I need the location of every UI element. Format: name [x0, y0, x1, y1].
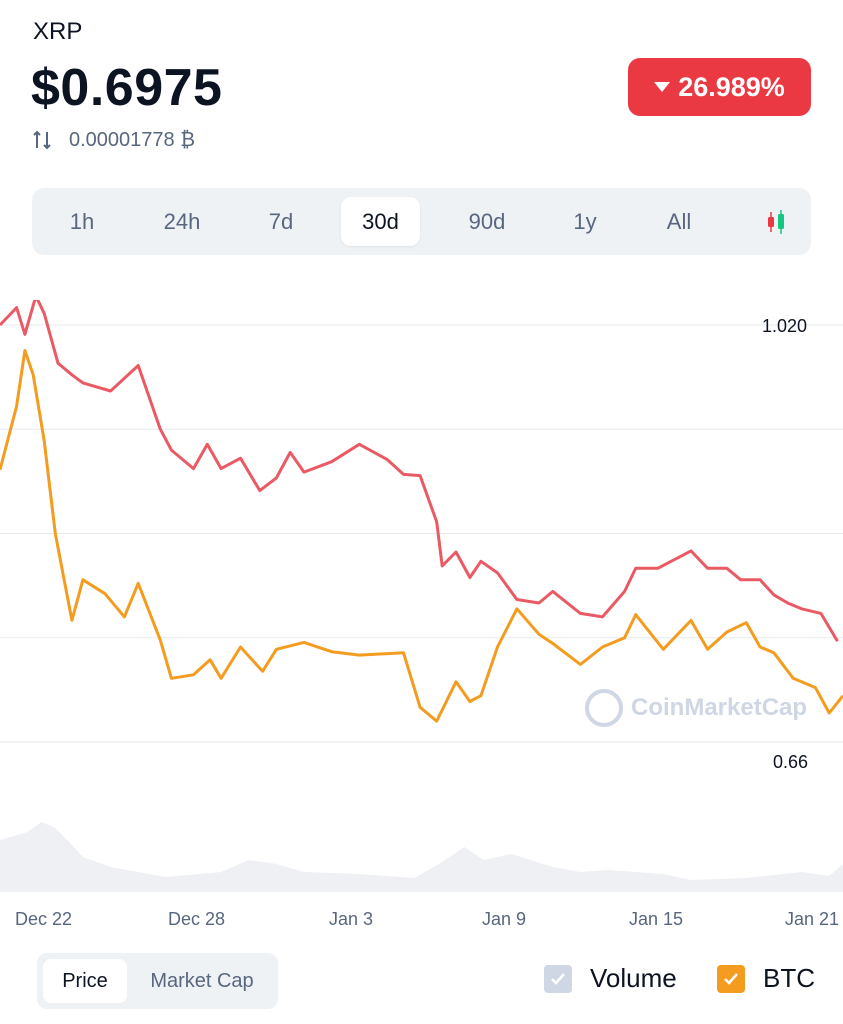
tab-7d[interactable]: 7d: [268, 209, 294, 234]
tab-1y[interactable]: 1y: [573, 209, 597, 234]
coin-symbol: XRP: [33, 18, 83, 45]
btc-checkbox[interactable]: [717, 964, 745, 993]
price-chart[interactable]: 1.020 0.66 Dec 22 Dec 28 Jan 3 Jan 9 Jan…: [0, 300, 843, 940]
tab-90d[interactable]: 90d: [468, 209, 506, 234]
legend-volume[interactable]: Volume: [544, 963, 677, 994]
watermark: CoinMarketCap: [585, 689, 807, 727]
tab-all[interactable]: All: [666, 209, 692, 234]
toggle-market-cap[interactable]: Market Cap: [150, 970, 254, 992]
y-axis-top-label: 1.020: [762, 316, 808, 336]
chart-mode-toggle: Price Market Cap: [37, 953, 278, 1009]
volume-area: [0, 822, 843, 892]
legend-volume-label: Volume: [590, 963, 677, 993]
legend-btc[interactable]: BTC: [717, 963, 815, 994]
btc-price: 0.00001778 ₿: [69, 128, 196, 151]
volume-checkbox[interactable]: [544, 964, 572, 993]
checkmark-icon: [724, 972, 738, 985]
coinmarketcap-logo-icon: [585, 689, 623, 727]
chart-canvas: [0, 300, 843, 892]
btc-line: [0, 349, 843, 723]
caret-down-icon: [654, 82, 671, 92]
price-change-value: 26.989%: [678, 71, 785, 102]
price-line: [0, 300, 839, 642]
x-tick-label: Dec 22: [15, 909, 73, 929]
x-tick-label: Jan 3: [329, 909, 374, 929]
tab-24h[interactable]: 24h: [163, 209, 201, 234]
tab-30d[interactable]: 30d: [341, 197, 420, 246]
x-tick-label: Dec 28: [168, 909, 226, 929]
current-price: $0.6975: [31, 59, 223, 117]
candlestick-icon[interactable]: [762, 208, 790, 236]
btc-price-row: 0.00001778 ₿: [31, 128, 195, 152]
price-change-badge: 26.989%: [628, 58, 811, 116]
x-tick-label: Jan 9: [482, 909, 527, 929]
x-tick-label: Jan 21: [785, 909, 840, 929]
time-range-selector: 1h 24h 7d 30d 90d 1y All: [32, 188, 811, 255]
toggle-price[interactable]: Price: [43, 959, 127, 1003]
watermark-text: CoinMarketCap: [631, 694, 808, 721]
tab-1h[interactable]: 1h: [69, 209, 95, 234]
y-axis-bottom-label: 0.66: [773, 752, 809, 772]
x-tick-label: Jan 15: [629, 909, 684, 929]
legend-btc-label: BTC: [763, 963, 815, 993]
swap-arrows-icon[interactable]: [31, 128, 55, 152]
checkmark-icon: [551, 972, 565, 985]
